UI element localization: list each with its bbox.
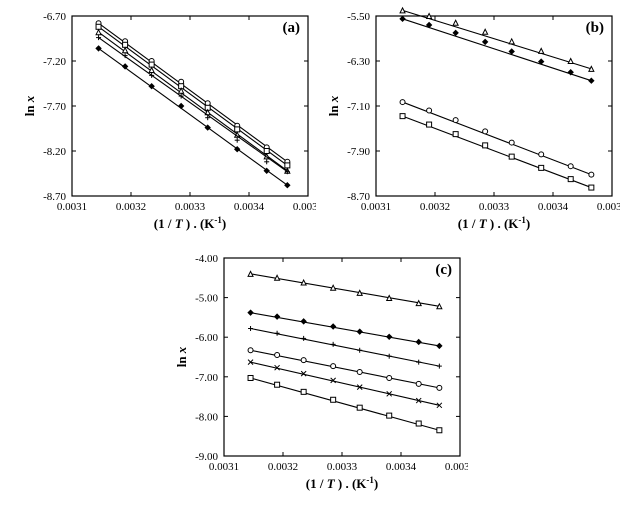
svg-text:(1 / T ) . (K-1): (1 / T ) . (K-1) [154,215,227,231]
svg-text:(1 / T ) . (K-1): (1 / T ) . (K-1) [458,215,531,231]
svg-text:-7.90: -7.90 [347,146,370,158]
svg-text:0.0035: 0.0035 [597,201,620,213]
svg-text:-8.70: -8.70 [347,191,370,203]
svg-text:0.0032: 0.0032 [116,201,146,213]
svg-text:ln x: ln x [22,95,37,116]
svg-text:-5.00: -5.00 [195,293,218,305]
svg-text:0.0035: 0.0035 [293,201,316,213]
svg-text:-7.10: -7.10 [347,101,370,113]
svg-text:-5.50: -5.50 [347,11,370,23]
svg-text:-4.00: -4.00 [195,253,218,265]
svg-text:-9.00: -9.00 [195,451,218,463]
svg-text:ln x: ln x [174,346,189,367]
svg-text:-6.00: -6.00 [195,332,218,344]
svg-text:0.0032: 0.0032 [268,461,298,473]
svg-text:-7.70: -7.70 [43,101,66,113]
svg-text:-6.30: -6.30 [347,56,370,68]
svg-text:(b): (b) [586,20,604,36]
chart-panel-a: 0.00310.00320.00330.00340.0035-6.70-7.20… [18,6,316,238]
svg-text:ln x: ln x [326,95,341,116]
svg-text:(c): (c) [435,262,452,278]
svg-text:0.0033: 0.0033 [479,201,510,213]
svg-text:-8.00: -8.00 [195,411,218,423]
svg-text:0.0034: 0.0034 [234,201,265,213]
chart-panel-c: 0.00310.00320.00330.00340.0035-4.00-5.00… [170,248,468,498]
svg-text:-8.20: -8.20 [43,146,66,158]
svg-text:-6.70: -6.70 [43,11,66,23]
svg-text:(a): (a) [283,20,301,36]
svg-text:-7.20: -7.20 [43,56,66,68]
svg-text:0.0032: 0.0032 [420,201,450,213]
svg-text:0.0034: 0.0034 [538,201,569,213]
svg-text:-8.70: -8.70 [43,191,66,203]
svg-text:(1 / T ) . (K-1): (1 / T ) . (K-1) [306,475,379,491]
svg-text:0.0034: 0.0034 [386,461,417,473]
svg-text:-7.00: -7.00 [195,372,218,384]
chart-panel-b: 0.00310.00320.00330.00340.0035-5.50-6.30… [322,6,620,238]
svg-text:0.0035: 0.0035 [445,461,468,473]
svg-text:0.0033: 0.0033 [175,201,206,213]
svg-text:0.0033: 0.0033 [327,461,358,473]
